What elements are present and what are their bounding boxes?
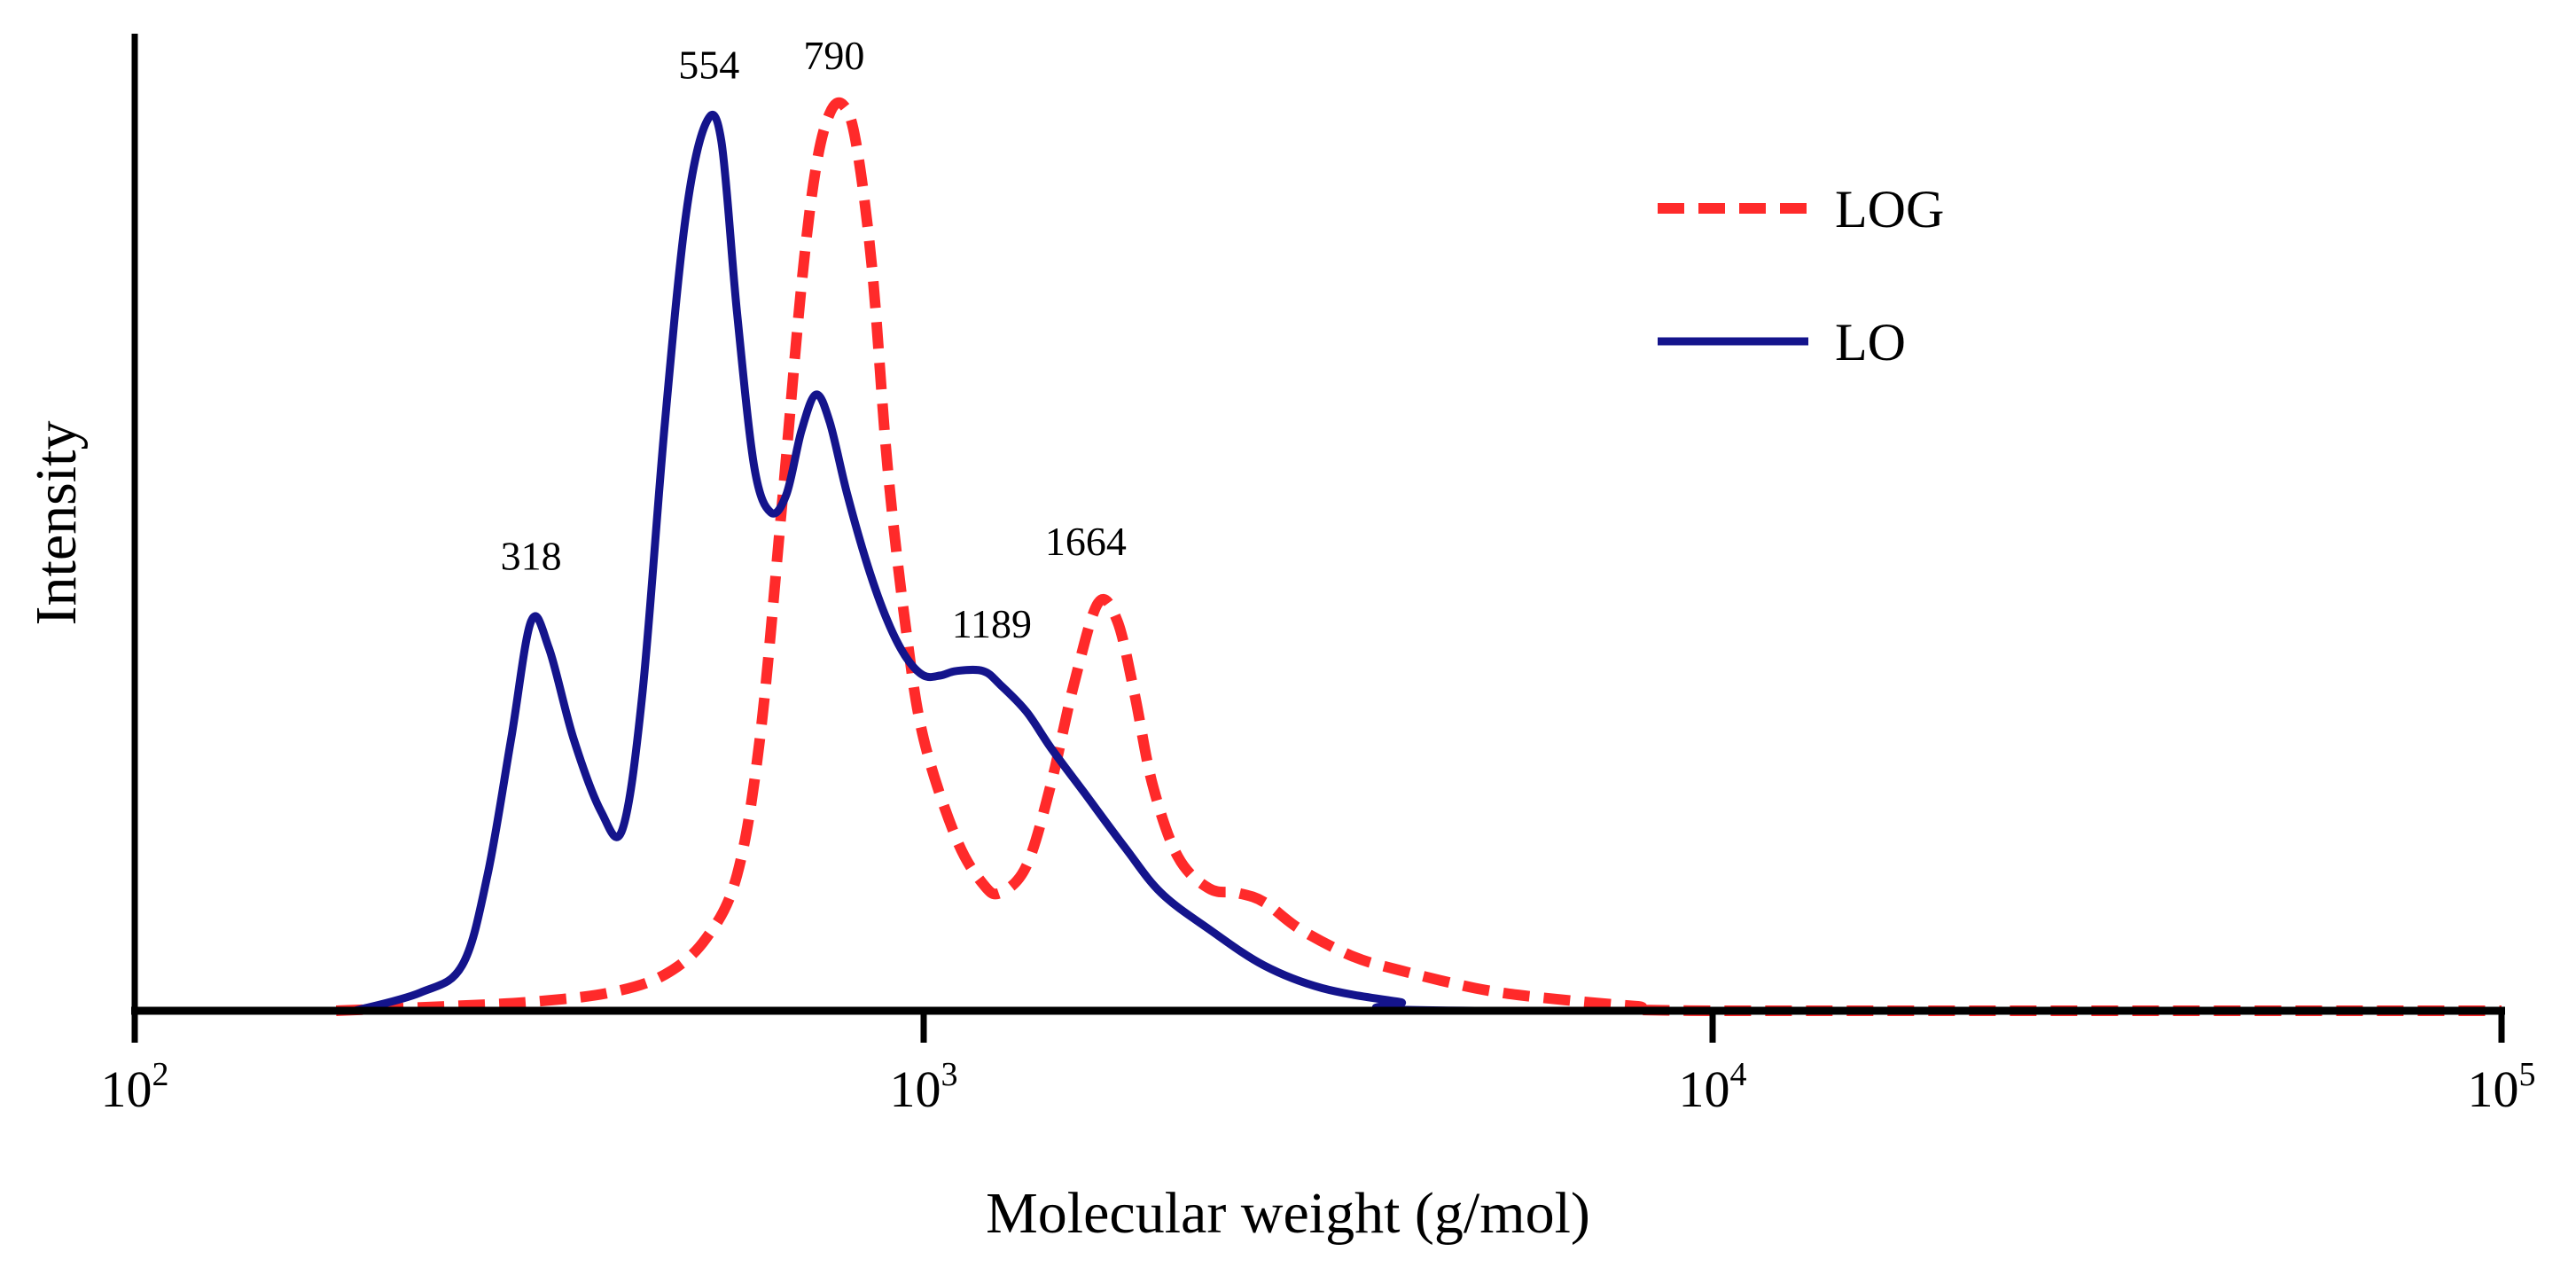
peak-label-554: 554 xyxy=(678,42,739,87)
legend-label-log: LOG xyxy=(1835,180,1944,239)
series-line-log xyxy=(335,97,2502,1017)
y-axis-title: Intensity xyxy=(24,421,89,626)
labels-layer: 102 103 104 105 318 554 790 1189 1664 xyxy=(101,33,2536,1118)
series-line-lo xyxy=(353,110,2502,1015)
x-tick-label-0: 102 xyxy=(101,1056,169,1118)
peak-label-1664: 1664 xyxy=(1045,519,1127,564)
peak-label-1189: 1189 xyxy=(952,601,1032,646)
legend-label-lo: LO xyxy=(1835,313,1906,371)
peak-label-790: 790 xyxy=(803,33,864,78)
legend: LOG LO xyxy=(1658,180,1944,371)
x-tick-label-1: 103 xyxy=(890,1056,958,1118)
series-layer xyxy=(335,97,2502,1017)
x-tick-label-2: 104 xyxy=(1679,1056,1747,1118)
x-axis-title: Molecular weight (g/mol) xyxy=(986,1181,1590,1246)
x-tick-label-3: 105 xyxy=(2468,1056,2536,1118)
axes-layer xyxy=(131,34,2505,1043)
peak-label-318: 318 xyxy=(501,534,562,579)
